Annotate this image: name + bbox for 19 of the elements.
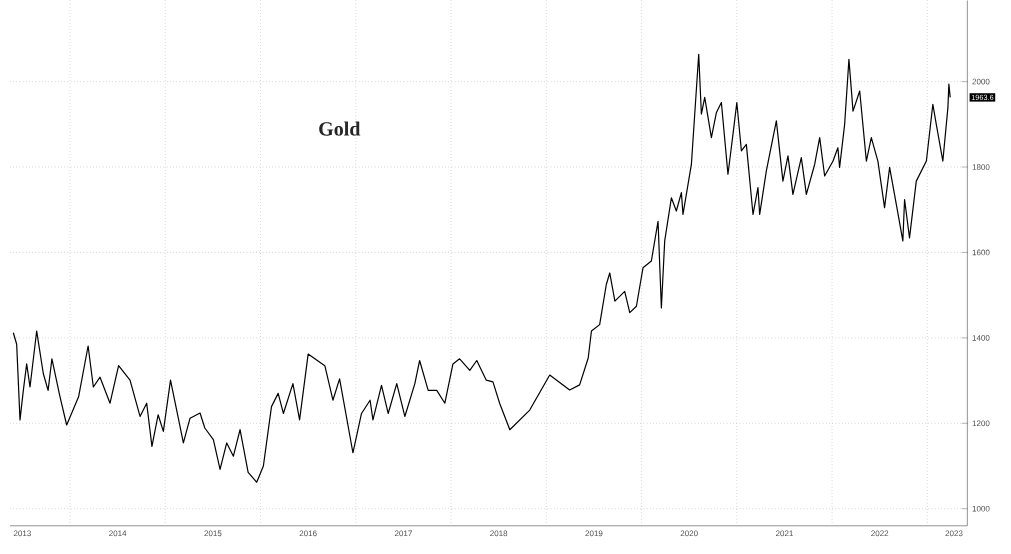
x-tick-label: 2018 bbox=[490, 530, 508, 537]
x-tick-label: 2019 bbox=[585, 530, 603, 537]
x-tick-label: 2017 bbox=[394, 530, 412, 537]
x-tick-label: 2022 bbox=[871, 530, 889, 537]
line-series bbox=[12, 53, 951, 483]
y-tick-label: 2000 bbox=[972, 78, 990, 85]
y-tick-label: 1400 bbox=[972, 335, 990, 341]
x-tick-label: 2016 bbox=[299, 530, 317, 537]
x-tick-label: 2020 bbox=[680, 530, 698, 537]
x-tick-label: 2015 bbox=[204, 530, 222, 537]
x-tick-label: 2021 bbox=[775, 530, 793, 537]
y-tick-label: 1200 bbox=[972, 420, 990, 427]
y-tick-label: 1600 bbox=[972, 249, 990, 256]
x-tick-label: 2014 bbox=[109, 530, 127, 537]
y-tick-label: 1800 bbox=[972, 164, 990, 170]
x-tick-label: 2023 bbox=[945, 530, 963, 537]
y-tick-label: 1000 bbox=[972, 505, 990, 512]
text: Gold bbox=[319, 121, 361, 136]
x-tick-label: 2013 bbox=[13, 530, 31, 537]
